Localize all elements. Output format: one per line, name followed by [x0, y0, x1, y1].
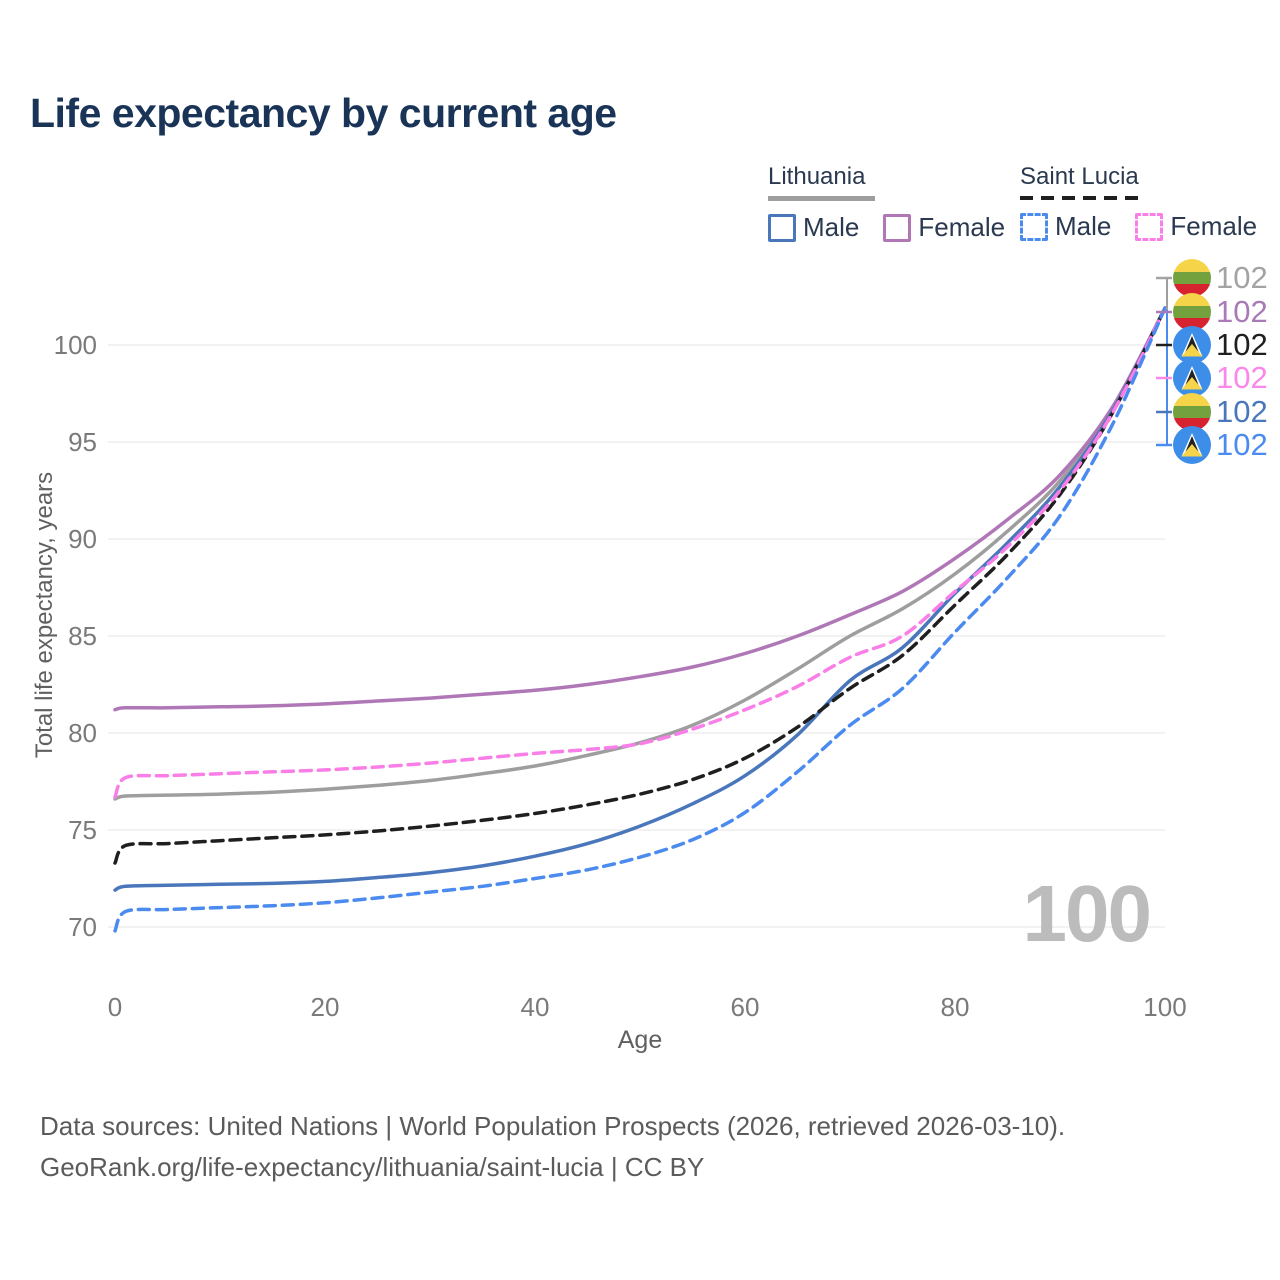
- legend-label-lithuania-female: Female: [918, 212, 1006, 242]
- lithuania-solid-line-swatch: [768, 196, 875, 201]
- legend-label-lithuania-male: Male: [803, 212, 860, 242]
- chart-title: Life expectancy by current age: [30, 90, 617, 136]
- series-line-saint-lucia-female: [113, 306, 1167, 799]
- footer: Data sources: United Nations | World Pop…: [40, 1106, 1065, 1188]
- saint-lucia-flag-icon: [1173, 359, 1211, 397]
- saint-lucia-flag-icon: [1173, 326, 1211, 364]
- data-sources-text: Data sources: United Nations | World Pop…: [40, 1111, 1066, 1141]
- y-tick-label: 90: [68, 524, 97, 554]
- series-line-lithuania-male: [113, 306, 1167, 892]
- saint-lucia-female-swatch-icon: [1135, 212, 1164, 241]
- legend-label-saint-lucia-male: Male: [1055, 211, 1112, 241]
- end-label-value: 102: [1216, 360, 1268, 395]
- saint-lucia-flag-icon: [1173, 426, 1211, 464]
- x-axis-title: Age: [617, 1026, 663, 1054]
- age-watermark: 100: [1022, 869, 1152, 958]
- y-tick-label: 100: [54, 330, 97, 360]
- lithuania-female-swatch-icon: [883, 213, 912, 242]
- end-label-value: 102: [1216, 327, 1268, 362]
- y-tick-label: 70: [68, 912, 97, 942]
- series-line-saint-lucia-total: [113, 306, 1167, 865]
- y-tick-label: 75: [68, 815, 97, 845]
- series-line-lithuania-female: [113, 306, 1167, 712]
- y-tick-label: 95: [68, 427, 97, 457]
- y-tick-label: 85: [68, 621, 97, 651]
- y-tick-label: 80: [68, 718, 97, 748]
- end-label-value: 102: [1216, 394, 1268, 429]
- lithuania-flag-icon: [1173, 293, 1211, 331]
- end-label-value: 102: [1216, 260, 1268, 295]
- end-label-value: 102: [1216, 427, 1268, 462]
- x-tick-label: 0: [108, 992, 122, 1022]
- attribution-text: GeoRank.org/life-expectancy/lithuania/sa…: [40, 1152, 705, 1182]
- legend-group-saint-lucia: Saint Lucia Male Female: [1020, 163, 1257, 242]
- x-tick-label: 80: [941, 992, 970, 1022]
- legend-header-saint-lucia: Saint Lucia: [1020, 163, 1139, 190]
- legend-header-lithuania: Lithuania: [768, 163, 866, 190]
- legend-label-saint-lucia-female: Female: [1170, 211, 1258, 241]
- x-tick-label: 40: [521, 992, 550, 1022]
- x-tick-label: 60: [731, 992, 760, 1022]
- series-line-saint-lucia-male: [113, 306, 1167, 933]
- x-tick-label: 20: [311, 992, 340, 1022]
- saint-lucia-male-swatch-icon: [1020, 212, 1048, 241]
- legend-group-lithuania: Lithuania Male Female: [768, 163, 1005, 243]
- end-label-value: 102: [1216, 294, 1268, 329]
- series-line-lithuania-total: [113, 306, 1167, 801]
- lithuania-male-swatch-icon: [768, 213, 796, 242]
- lithuania-flag-icon: [1173, 259, 1211, 297]
- x-tick-label: 100: [1143, 992, 1186, 1022]
- saint-lucia-dashed-line-swatch: [1020, 196, 1144, 200]
- lithuania-flag-icon: [1173, 393, 1211, 431]
- y-axis-title: Total life expectancy, years: [31, 471, 58, 759]
